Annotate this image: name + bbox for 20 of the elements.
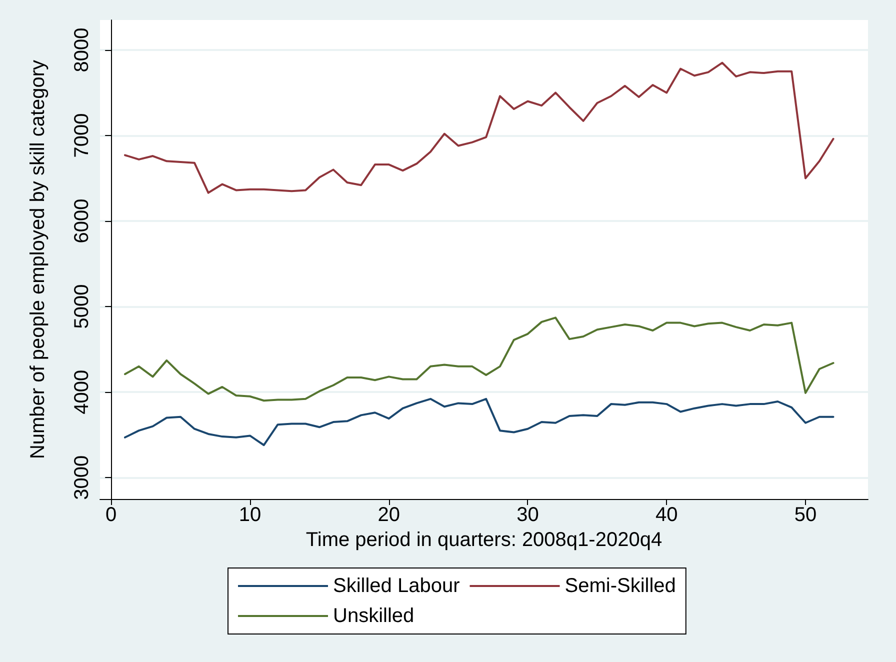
x-axis-title: Time period in quarters: 2008q1-2020q4	[306, 528, 662, 551]
legend-label: Semi-Skilled	[564, 575, 676, 597]
x-tick-label: 10	[238, 504, 262, 526]
x-tick-label: 20	[378, 504, 400, 526]
legend-label: Unskilled	[333, 605, 414, 627]
y-tick-label: 4000	[71, 370, 93, 414]
y-tick-label: 3000	[71, 455, 93, 500]
line-series	[124, 398, 834, 446]
x-tick-label: 50	[794, 504, 817, 526]
line-series	[124, 316, 834, 402]
legend-label: Skilled Labour	[333, 575, 460, 597]
x-tick-label: 40	[656, 504, 678, 526]
x-tick-label: 30	[516, 504, 539, 526]
y-tick-label: 8000	[71, 28, 93, 72]
line-series	[124, 62, 834, 194]
y-tick-label: 6000	[71, 198, 93, 244]
y-axis-title: Number of people employed by skill category	[27, 60, 49, 460]
y-tick-label: 5000	[71, 284, 93, 329]
y-tick-label: 7000	[71, 113, 93, 158]
x-tick-label: 0	[106, 504, 117, 526]
